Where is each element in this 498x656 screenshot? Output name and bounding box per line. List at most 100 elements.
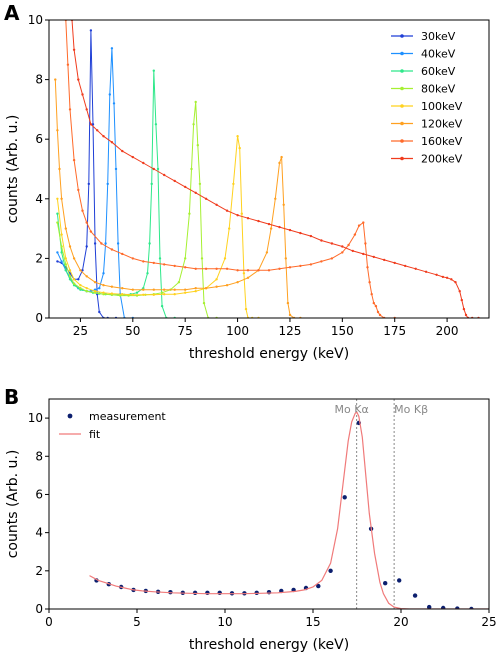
- data-point: [194, 191, 197, 194]
- legend-entry-label: 40keV: [421, 48, 456, 61]
- data-point: [152, 69, 155, 72]
- data-point: [60, 260, 63, 263]
- data-point: [85, 108, 88, 111]
- data-point: [110, 141, 114, 144]
- data-point: [299, 264, 302, 268]
- data-point: [156, 167, 160, 171]
- data-point: [464, 313, 468, 317]
- data-point: [77, 188, 80, 192]
- data-point: [232, 182, 235, 186]
- data-point: [342, 495, 347, 500]
- data-point: [225, 209, 229, 212]
- data-point: [404, 264, 407, 268]
- x-tick-label: 25: [73, 324, 88, 338]
- legend-swatch-marker: [400, 51, 404, 56]
- data-point: [441, 275, 445, 279]
- data-point: [192, 123, 195, 126]
- data-point: [160, 291, 164, 294]
- data-point: [102, 291, 105, 294]
- data-point: [184, 288, 187, 291]
- y-tick-label: 8: [35, 449, 43, 463]
- data-point: [93, 290, 97, 293]
- data-point: [330, 242, 334, 245]
- panel-b: B Mo Kα Mo Kβ 0 5 10 15 20 25 0 2 4 6 8 10 threshold e…: [4, 385, 497, 653]
- data-point: [267, 222, 271, 226]
- data-point: [236, 214, 239, 217]
- data-point: [278, 225, 281, 229]
- data-point: [152, 261, 155, 265]
- data-point: [372, 301, 375, 305]
- data-point: [309, 263, 313, 266]
- data-point: [265, 251, 269, 254]
- data-point: [184, 257, 187, 260]
- data-point: [131, 288, 134, 291]
- data-point: [299, 231, 302, 235]
- panel-a: A 25 50 75 100 125 150 175 200 0 2 4 6 8 10 threshold …: [4, 1, 490, 362]
- data-point: [357, 224, 361, 227]
- data-point: [347, 243, 350, 247]
- data-point: [370, 293, 373, 296]
- data-point: [56, 221, 59, 224]
- data-point: [121, 252, 124, 256]
- legend-swatch-marker: [400, 121, 404, 126]
- y-axis-label: counts (Arb. u.): [5, 115, 21, 224]
- data-point: [142, 293, 145, 296]
- data-point: [397, 578, 402, 583]
- data-point: [66, 63, 70, 66]
- data-point: [85, 275, 88, 278]
- x-tick-label: 100: [226, 324, 249, 338]
- data-point: [64, 257, 68, 260]
- data-point: [288, 228, 292, 232]
- data-point: [188, 212, 191, 215]
- data-point: [54, 78, 57, 81]
- data-point: [282, 203, 285, 206]
- data-point: [246, 217, 250, 220]
- y-axis-label: counts (Arb. u.): [5, 450, 21, 559]
- series-line: [65, 20, 395, 318]
- data-point: [100, 242, 103, 245]
- legend-swatch-marker: [67, 413, 73, 419]
- data-point: [72, 278, 76, 281]
- data-point: [56, 251, 59, 254]
- data-point: [89, 29, 93, 32]
- x-tick-label: 75: [178, 324, 193, 338]
- data-point: [146, 272, 149, 275]
- data-point: [77, 78, 80, 81]
- data-point: [215, 285, 218, 288]
- data-point: [215, 278, 218, 281]
- data-point: [244, 307, 248, 311]
- data-point: [223, 257, 227, 260]
- data-point: [353, 233, 357, 236]
- data-point: [316, 583, 321, 589]
- data-point: [58, 167, 61, 171]
- data-point: [79, 269, 82, 272]
- data-point: [341, 251, 344, 254]
- data-point: [225, 284, 229, 287]
- data-point: [93, 281, 97, 284]
- y-tick-label: 4: [35, 192, 43, 206]
- data-point: [64, 263, 68, 266]
- legend-swatch-marker: [400, 104, 404, 108]
- y-tick-label: 6: [35, 132, 43, 146]
- legend-swatch-marker: [400, 69, 404, 73]
- data-point: [56, 129, 59, 132]
- data-point: [441, 605, 446, 609]
- plot-frame: [48, 19, 490, 319]
- data-point: [368, 281, 371, 284]
- data-point: [194, 290, 197, 293]
- data-point: [320, 260, 323, 263]
- annotation-label: Mo Kβ: [394, 403, 428, 416]
- data-point: [68, 269, 72, 272]
- data-point: [246, 276, 250, 279]
- data-point: [110, 292, 114, 295]
- data-point: [341, 245, 344, 248]
- data-point: [98, 287, 101, 290]
- x-tick-label: 125: [278, 324, 301, 338]
- data-point: [60, 233, 63, 236]
- data-point: [108, 93, 112, 96]
- data-point: [190, 167, 193, 171]
- data-point: [163, 293, 166, 296]
- data-point: [106, 182, 109, 186]
- data-point: [152, 167, 155, 171]
- data-point: [383, 258, 386, 262]
